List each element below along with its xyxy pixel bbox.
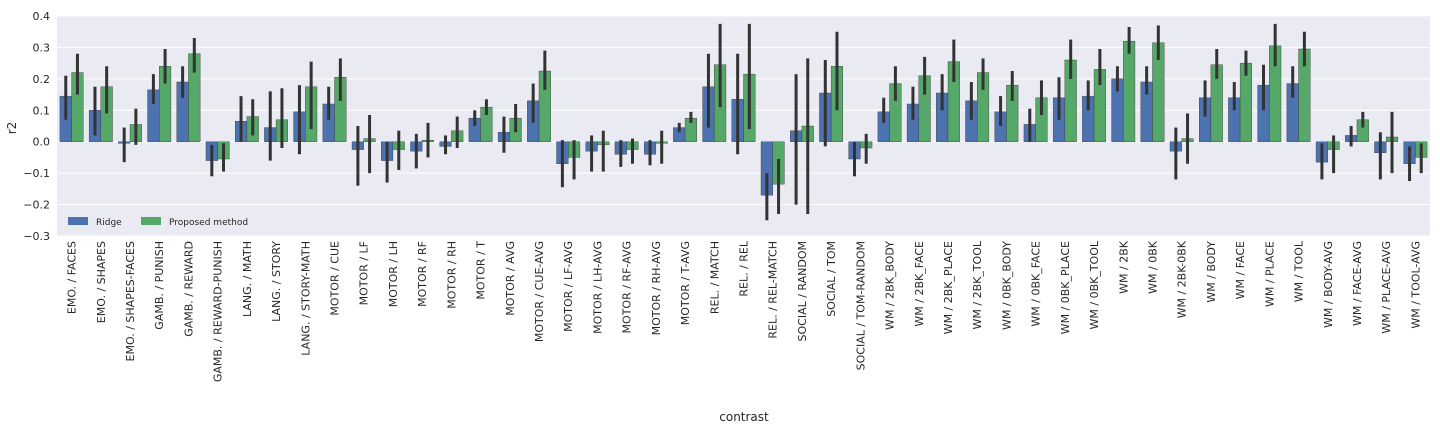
legend-label-proposed: Proposed method [169, 218, 248, 228]
x-tick-label: WM / FACE-AVG [1351, 241, 1364, 326]
x-tick-label: SOCIAL / TOM-RANDOM [854, 241, 867, 370]
x-tick-label: MOTOR / LH [387, 241, 400, 307]
y-tick-label: −0.3 [23, 230, 50, 243]
x-tick-label: WM / TOOL-AVG [1409, 241, 1422, 329]
x-tick-label: REL. / MATCH [708, 241, 721, 314]
legend-swatch-ridge [68, 217, 88, 225]
y-tick-label: −0.2 [23, 199, 50, 212]
x-tick-label: MOTOR / LH-AVG [591, 241, 604, 334]
x-tick-label: WM / 0BK_PLACE [1059, 241, 1072, 334]
x-tick-label: MOTOR / CUE [329, 241, 342, 316]
x-tick-labels: EMO. / FACES EMO. / SHAPES EMO. / SHAPES-F… [66, 240, 1423, 382]
y-tick-labels: −0.3 −0.2 −0.1 0.0 0.1 0.2 0.3 0.4 [23, 10, 50, 243]
x-tick-label: MOTOR / RH [445, 241, 458, 309]
x-tick-label: WM / 2BK [1117, 240, 1130, 294]
x-tick-label: WM / FACE [1234, 241, 1247, 299]
x-tick-label: SOCIAL / TOM [825, 241, 838, 317]
x-tick-label: MOTOR / RH-AVG [650, 241, 663, 335]
x-tick-label: MOTOR / AVG [504, 241, 517, 316]
x-tick-label: GAMB. / REWARD [182, 241, 195, 337]
x-tick-label: WM / 0BK [1146, 240, 1159, 294]
y-tick-label: 0.2 [33, 73, 51, 86]
x-tick-label: WM / TOOL [1293, 240, 1306, 302]
x-tick-label: MOTOR / LF [358, 241, 371, 305]
x-tick-label: WM / 2BK_BODY [884, 241, 897, 330]
x-tick-label: WM / PLACE-AVG [1380, 241, 1393, 334]
x-tick-label: WM / BODY [1205, 241, 1218, 303]
error-bars-layer [64, 23, 1423, 221]
x-tick-label: LANG. / STORY [270, 241, 283, 322]
x-tick-label: MOTOR / T-AVG [679, 241, 692, 325]
x-tick-label: REL. / REL-MATCH [767, 241, 780, 339]
x-tick-label: WM / BODY-AVG [1322, 241, 1335, 328]
legend-swatch-proposed [141, 217, 161, 225]
x-tick-label: EMO. / SHAPES [95, 241, 108, 323]
x-tick-label: REL. / REL [738, 240, 751, 297]
y-tick-label: 0.0 [33, 136, 51, 149]
y-tick-label: 0.3 [33, 41, 51, 54]
x-tick-label: EMO. / FACES [66, 241, 79, 314]
x-tick-label: WM / 2BK_PLACE [942, 241, 955, 334]
x-axis-label: contrast [719, 410, 769, 424]
x-tick-label: LANG. / MATH [241, 241, 254, 317]
bar [1123, 40, 1136, 142]
x-tick-label: GAMB. / REWARD-PUNISH [212, 241, 225, 382]
x-tick-label: WM / 2BK_TOOL [971, 240, 984, 329]
x-tick-label: WM / 2BK-0BK [1176, 240, 1189, 318]
x-tick-label: MOTOR / RF [416, 241, 429, 307]
x-tick-label: WM / 2BK_FACE [913, 241, 926, 327]
x-tick-label: MOTOR / CUE-AVG [533, 241, 546, 342]
x-tick-label: EMO. / SHAPES-FACES [124, 241, 137, 361]
x-tick-label: MOTOR / T [475, 241, 488, 300]
y-tick-label: −0.1 [23, 167, 50, 180]
x-tick-label: MOTOR / LF-AVG [562, 241, 575, 332]
y-axis-label: r2 [5, 122, 19, 135]
x-tick-label: LANG. / STORY-MATH [299, 241, 312, 356]
legend-label-ridge: Ridge [96, 218, 122, 228]
y-tick-label: 0.1 [33, 104, 51, 117]
x-tick-label: WM / PLACE [1263, 241, 1276, 307]
x-tick-label: GAMB. / PUNISH [153, 241, 166, 330]
x-tick-label: SOCIAL / RANDOM [796, 241, 809, 342]
x-tick-label: WM / 0BK_BODY [1000, 241, 1013, 330]
x-tick-label: MOTOR / RF-AVG [621, 241, 634, 333]
legend: Ridge Proposed method [68, 217, 248, 228]
x-tick-label: WM / 0BK_TOOL [1088, 240, 1101, 329]
x-tick-label: WM / 0BK_FACE [1030, 241, 1043, 327]
y-tick-label: 0.4 [33, 10, 51, 23]
